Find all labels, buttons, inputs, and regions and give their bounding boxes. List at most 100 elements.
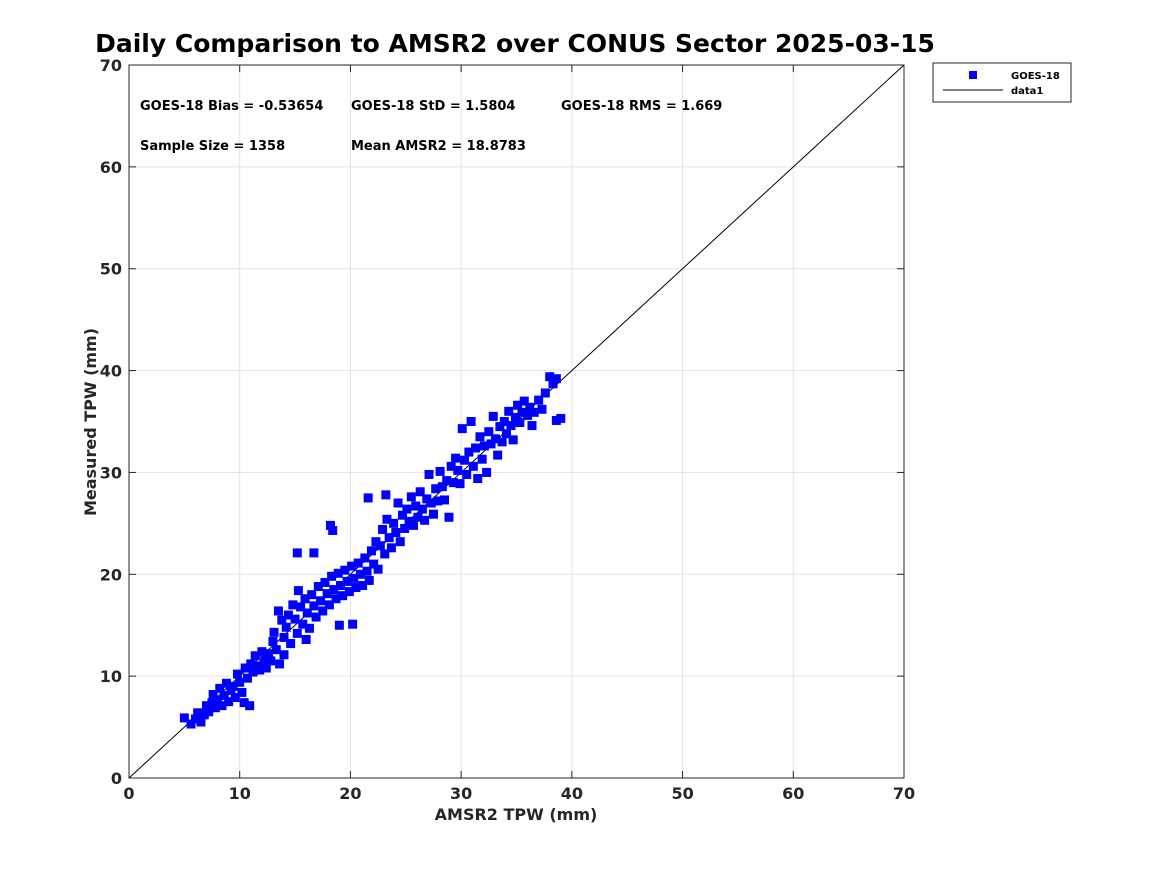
scatter-point xyxy=(290,614,300,624)
scatter-point xyxy=(431,484,441,494)
annotation-bias: GOES-18 Bias = -0.53654 xyxy=(140,99,323,114)
scatter-point xyxy=(428,509,438,519)
scatter-point xyxy=(348,619,358,629)
scatter-point xyxy=(417,504,427,514)
scatter-point xyxy=(366,546,376,556)
scatter-point xyxy=(502,429,512,439)
scatter-point xyxy=(373,564,383,574)
x-tick-label: 10 xyxy=(229,784,251,803)
scatter-point xyxy=(393,498,403,508)
scatter-point xyxy=(437,482,447,492)
scatter-point xyxy=(268,637,278,647)
scatter-point xyxy=(402,504,412,514)
scatter-point xyxy=(548,379,558,389)
y-tick-label: 20 xyxy=(100,565,122,584)
scatter-point xyxy=(426,498,436,508)
scatter-point xyxy=(279,632,289,642)
legend-marker-goes18 xyxy=(969,71,977,79)
scatter-point xyxy=(313,582,323,592)
scatter-point xyxy=(457,424,467,434)
scatter-point xyxy=(340,565,350,575)
y-tick-label: 50 xyxy=(100,260,122,279)
scatter-point xyxy=(525,402,535,412)
scatter-point xyxy=(349,573,359,583)
scatter-point xyxy=(327,571,337,581)
scatter-point xyxy=(455,479,465,489)
scatter-point xyxy=(537,404,547,414)
scatter-point xyxy=(296,602,306,612)
scatter-point xyxy=(353,558,363,568)
scatter-point xyxy=(264,649,273,659)
legend-label-data1: data1 xyxy=(1011,86,1043,97)
scatter-point xyxy=(246,659,256,669)
scatter-point xyxy=(322,589,332,599)
scatter-point xyxy=(293,586,303,596)
scatter-point xyxy=(355,569,365,579)
scatter-point xyxy=(386,543,396,553)
annotation-std: GOES-18 StD = 1.5804 xyxy=(351,99,515,114)
scatter-point xyxy=(217,701,227,711)
scatter-point xyxy=(488,411,498,421)
scatter-point xyxy=(196,717,206,727)
scatter-point xyxy=(433,496,443,506)
scatter-point xyxy=(413,512,423,522)
scatter-point xyxy=(363,493,373,503)
scatter-point xyxy=(335,580,345,590)
scatter-point xyxy=(389,518,399,528)
y-tick-label: 10 xyxy=(100,667,122,686)
scatter-point xyxy=(235,677,245,687)
scatter-point xyxy=(391,528,401,538)
annotation-mean-amsr2: Mean AMSR2 = 18.8783 xyxy=(351,139,526,154)
scatter-point xyxy=(395,537,405,547)
scatter-point xyxy=(435,466,445,476)
scatter-point xyxy=(473,474,483,484)
scatter-point xyxy=(338,591,348,601)
scatter-point xyxy=(486,439,496,449)
scatter-point xyxy=(504,406,514,416)
scatter-point xyxy=(369,559,379,569)
scatter-point xyxy=(210,703,220,713)
scatter-point xyxy=(517,407,527,417)
scatter-point xyxy=(551,374,561,384)
scatter-point xyxy=(444,512,454,522)
scatter-point xyxy=(242,673,252,683)
scatter-point xyxy=(208,689,218,699)
scatter-point xyxy=(304,623,314,633)
scatter-point xyxy=(186,719,196,729)
scatter-point xyxy=(490,434,500,444)
scatter-point xyxy=(464,447,474,457)
scatter-point xyxy=(556,413,566,423)
scatter-point xyxy=(462,469,472,479)
scatter-point xyxy=(333,568,343,578)
scatter-point xyxy=(215,683,225,693)
scatter-point xyxy=(279,650,289,660)
scatter-point xyxy=(375,541,385,551)
scatter-point xyxy=(497,437,507,447)
x-tick-label: 60 xyxy=(782,784,804,803)
scatter-point xyxy=(309,548,319,558)
scatter-point xyxy=(281,622,291,632)
y-tick-label: 30 xyxy=(100,463,122,482)
scatter-point xyxy=(233,669,242,679)
x-tick-label: 20 xyxy=(339,784,361,803)
legend-box xyxy=(932,62,1072,103)
scatter-point xyxy=(179,713,189,723)
scatter-point xyxy=(424,469,434,479)
scatter-point xyxy=(301,634,311,644)
scatter-point xyxy=(499,417,509,426)
x-tick-label: 30 xyxy=(450,784,472,803)
scatter-point xyxy=(302,608,312,618)
scatter-point xyxy=(479,441,489,451)
legend-label-goes18: GOES-18 xyxy=(1011,71,1060,82)
scatter-point xyxy=(329,585,339,595)
scatter-point xyxy=(190,714,200,724)
scatter-point xyxy=(347,561,357,571)
scatter-point xyxy=(292,628,302,638)
scatter-point xyxy=(508,435,518,445)
scatter-point xyxy=(320,577,330,587)
scatter-point xyxy=(228,681,238,691)
scatter-point xyxy=(334,620,344,630)
scatter-point xyxy=(257,647,267,657)
scatter-point xyxy=(453,465,463,475)
scatter-point xyxy=(342,576,352,586)
